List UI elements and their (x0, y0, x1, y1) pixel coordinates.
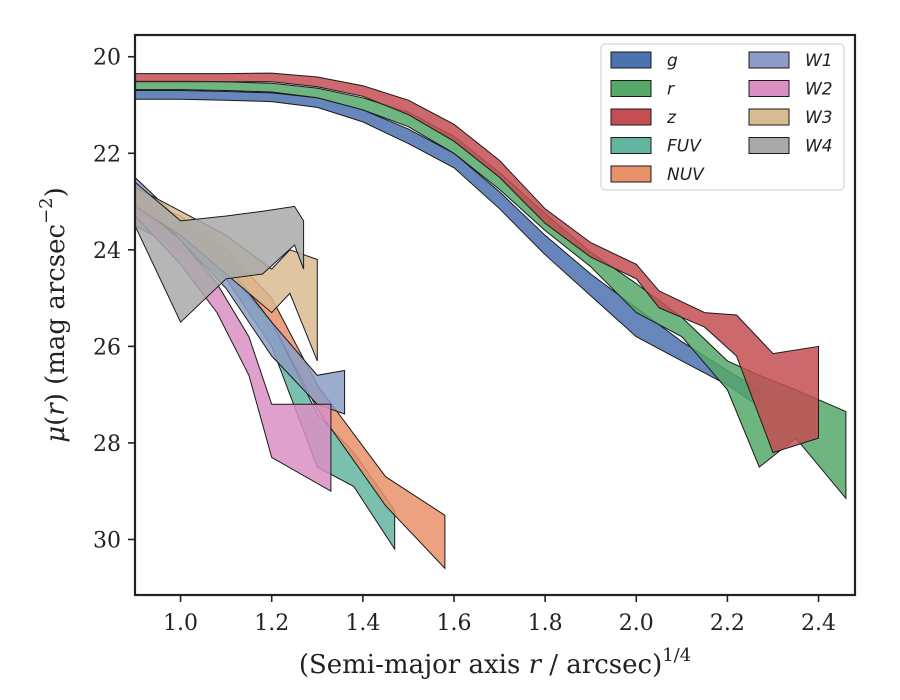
legend-label-w2: W2 (805, 80, 833, 100)
x-tick-label: 1.6 (436, 611, 471, 636)
x-tick-label: 2.4 (801, 611, 836, 636)
legend-swatch-w1 (748, 51, 790, 69)
legend: grz FUV NUV W1 W2 W3 W4 (600, 43, 845, 191)
x-tick-label: 1.0 (163, 611, 198, 636)
legend-label-r: r (667, 80, 675, 100)
legend-swatch-g (610, 51, 652, 69)
y-axis-label: μ(r) (mag arcsec−2) (36, 187, 71, 443)
legend-label-z: z (666, 108, 677, 128)
y-tick-label: 22 (93, 142, 121, 167)
y-tick-label: 28 (93, 432, 121, 457)
legend-swatch-w4 (748, 137, 790, 154)
band-z (135, 72, 819, 454)
x-tick-label: 1.8 (528, 611, 563, 636)
x-tick-label: 2.0 (619, 611, 654, 636)
profile-bands (135, 72, 847, 570)
legend-swatch-fuv (610, 137, 652, 154)
legend-swatch-r (610, 80, 652, 97)
y-tick-label: 24 (93, 239, 121, 264)
legend-label-fuv: FUV (667, 137, 702, 157)
legend-label-w1: W1 (805, 51, 833, 71)
y-tick-label: 20 (93, 46, 121, 71)
x-tick-label: 2.2 (710, 611, 745, 636)
legend-swatch-nuv (610, 165, 652, 183)
legend-label-nuv: NUV (667, 165, 705, 185)
y-tick-label: 26 (93, 335, 121, 360)
legend-swatch-z (610, 108, 652, 126)
axis-ticks: 1.0 1.2 1.4 1.6 1.8 2.0 2.2 2.4 20 22 24 26 28 30 (93, 46, 836, 636)
legend-swatch-w3 (748, 108, 790, 126)
legend-swatch-w2 (748, 80, 790, 97)
plot-frame (133, 33, 857, 597)
legend-label-g: g (667, 51, 678, 71)
legend-label-w3: W3 (805, 108, 833, 128)
x-tick-label: 1.4 (345, 611, 380, 636)
band-w4 (135, 181, 305, 324)
y-tick-label: 30 (93, 528, 121, 553)
x-axis-label: (Semi-major axis r / arcsec)1/4 (299, 645, 691, 680)
x-tick-label: 1.2 (254, 611, 289, 636)
legend-label-w4: W4 (805, 137, 833, 157)
